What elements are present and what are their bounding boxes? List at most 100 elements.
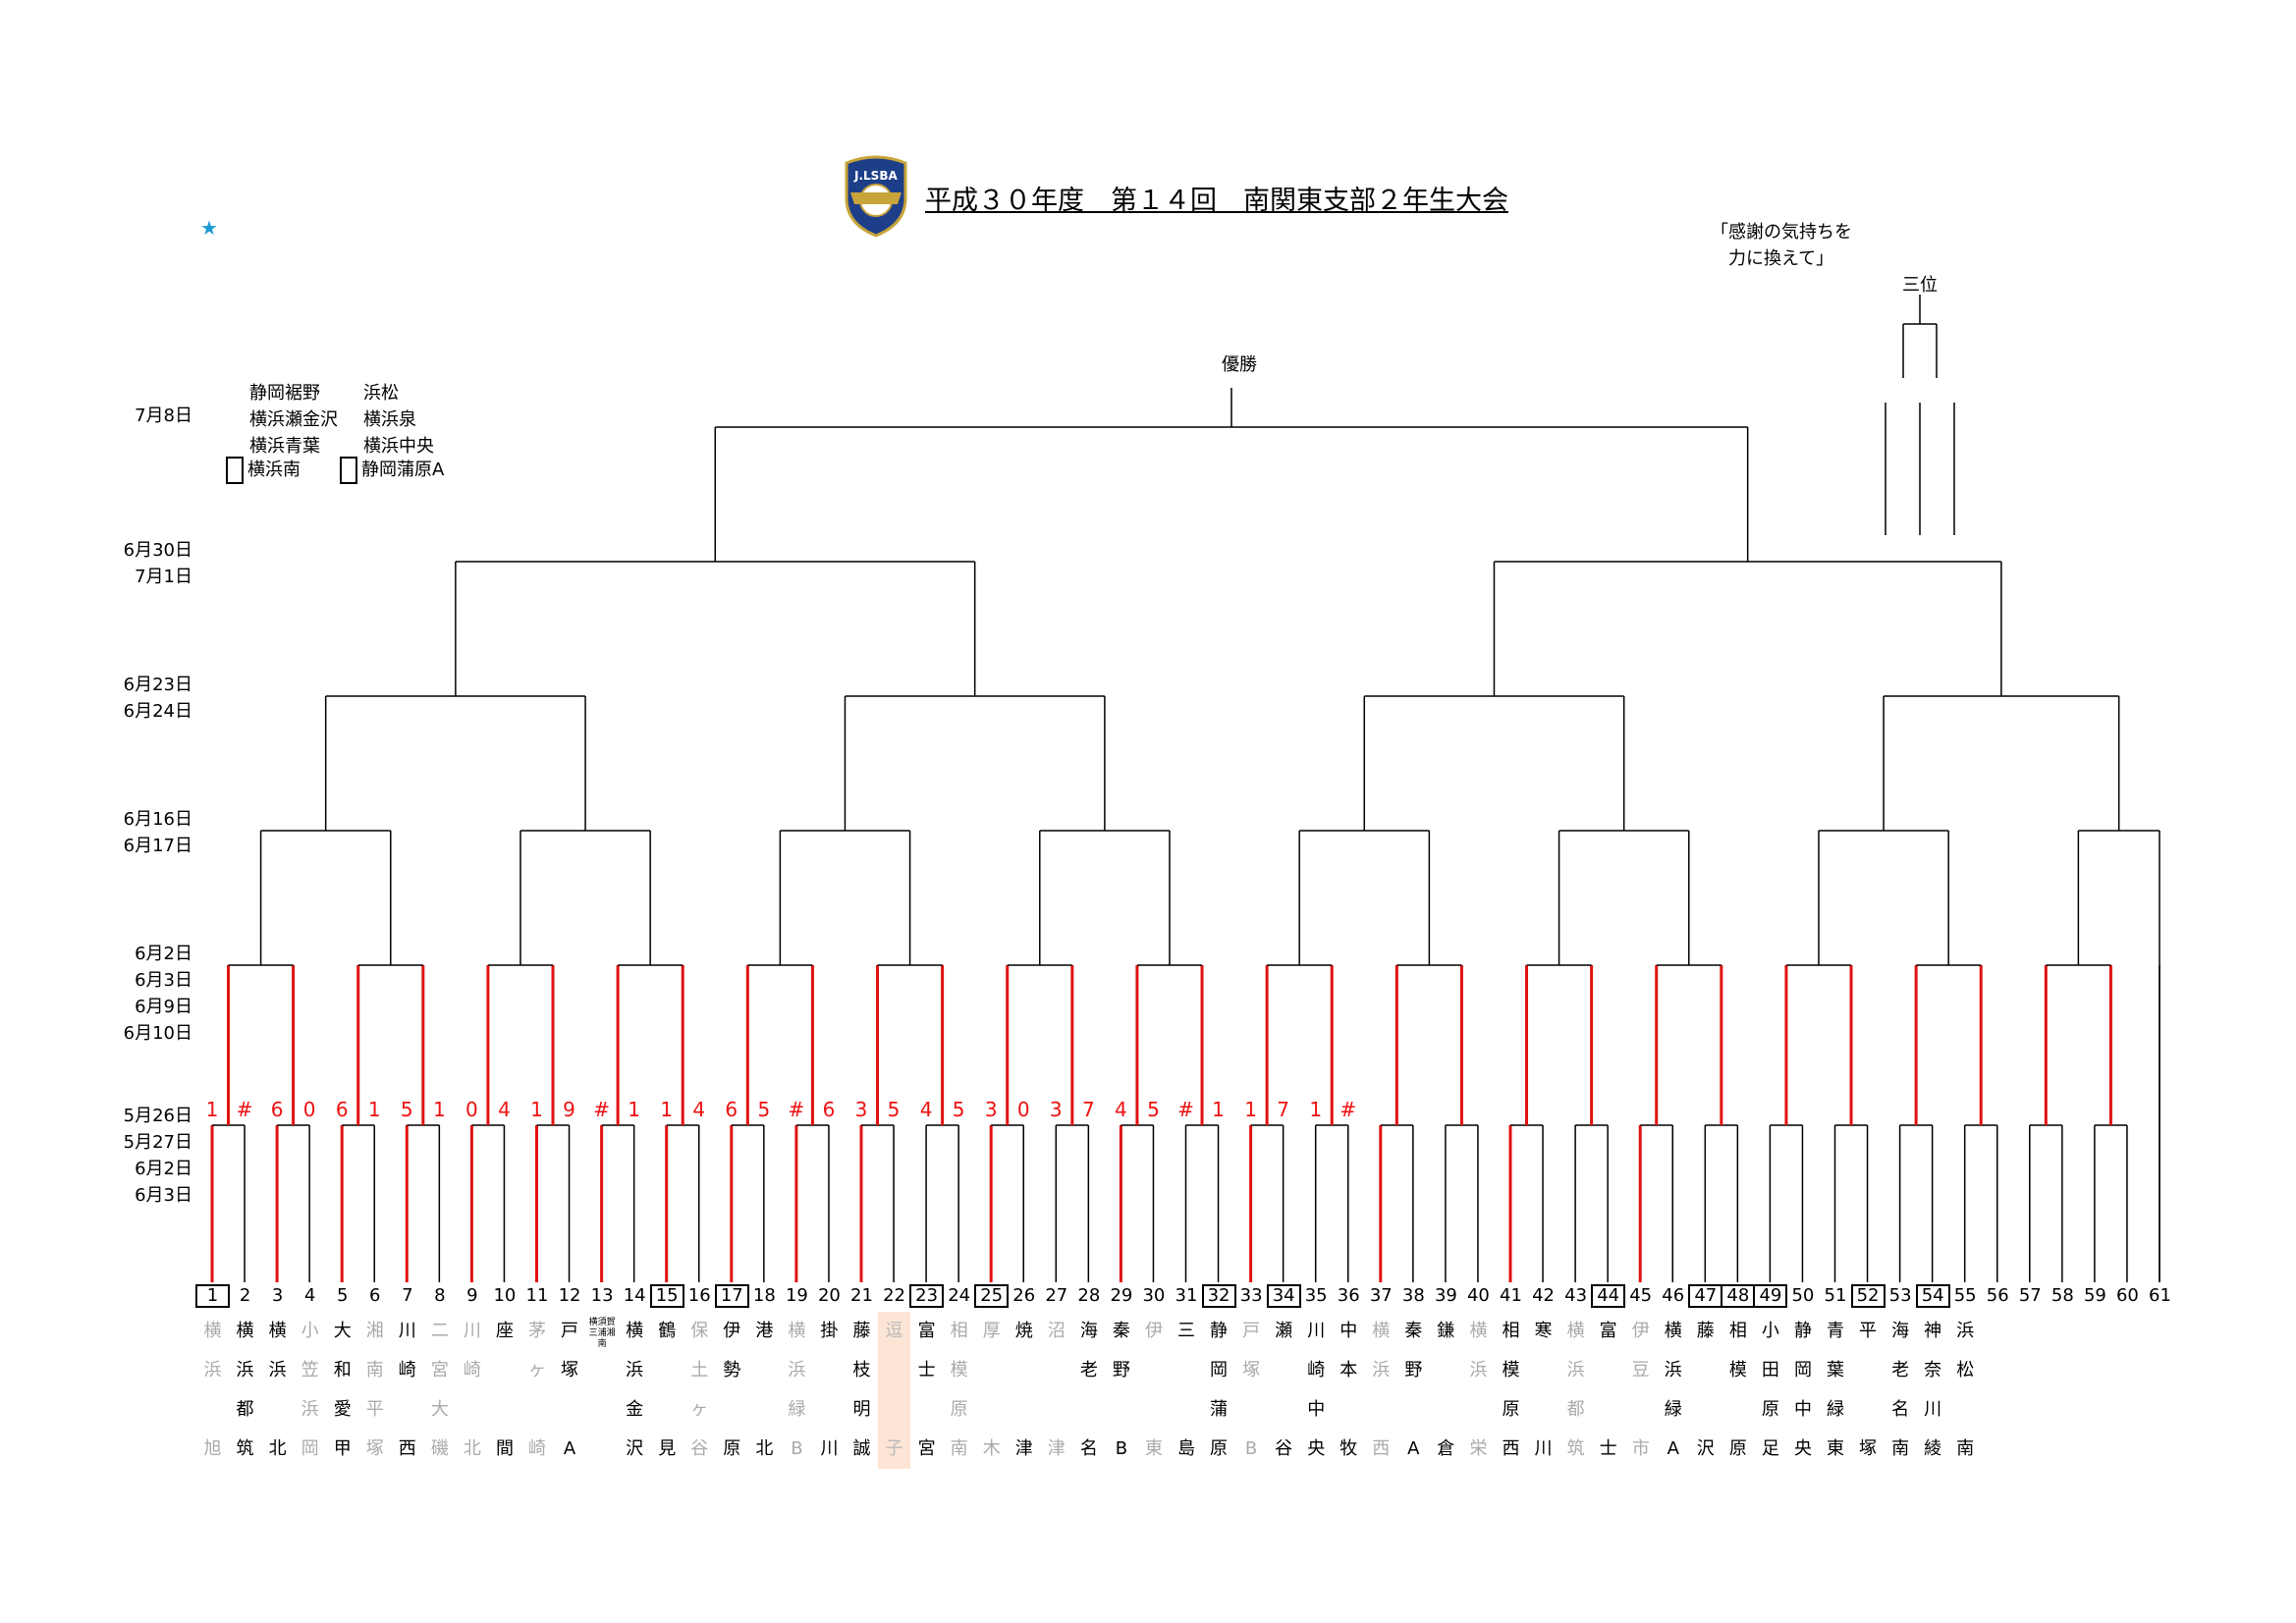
entry-number: 3 bbox=[271, 1285, 284, 1306]
date-line: 7月1日 bbox=[135, 567, 192, 587]
team-name: 港北 bbox=[755, 1321, 774, 1459]
team-name: 富士 bbox=[1599, 1321, 1617, 1459]
legend-box bbox=[340, 457, 357, 484]
entry-number: 12 bbox=[558, 1285, 581, 1306]
logo-text: J.LSBA bbox=[854, 169, 898, 183]
entry-number: 35 bbox=[1304, 1285, 1328, 1306]
date-line: 6月3日 bbox=[135, 970, 192, 991]
score-label: 5 bbox=[757, 1098, 771, 1121]
entry-number: 52 bbox=[1850, 1284, 1886, 1308]
team-name: 浜松南 bbox=[1956, 1321, 1975, 1459]
team-name: 相模原西 bbox=[1502, 1321, 1520, 1459]
date-line: 6月17日 bbox=[123, 836, 192, 856]
entry-number: 41 bbox=[1500, 1285, 1522, 1306]
entry-number: 45 bbox=[1629, 1285, 1653, 1306]
team-name: 小田原足 bbox=[1761, 1321, 1779, 1459]
entry-number: 34 bbox=[1266, 1284, 1301, 1308]
score-label: 3 bbox=[984, 1098, 998, 1121]
team-name bbox=[2111, 1312, 2144, 1430]
team-name: 横浜旭 bbox=[203, 1321, 222, 1459]
team-name: 逗子 bbox=[878, 1312, 911, 1469]
score-label: # bbox=[788, 1098, 805, 1121]
entry-number: 53 bbox=[1888, 1285, 1912, 1306]
score-label: # bbox=[593, 1098, 610, 1121]
team-name: 海老名 bbox=[1079, 1321, 1098, 1459]
team-name: 海老名南 bbox=[1891, 1321, 1910, 1459]
entry-number: 50 bbox=[1791, 1285, 1815, 1306]
team-name: 伊勢原 bbox=[723, 1321, 741, 1459]
score-label: 6 bbox=[270, 1098, 284, 1121]
entry-number: 22 bbox=[883, 1285, 905, 1306]
entry-number: 56 bbox=[1986, 1285, 2009, 1306]
legend-col2-item: 浜松 bbox=[363, 383, 399, 404]
entry-number: 5 bbox=[336, 1285, 349, 1306]
legend-box bbox=[226, 457, 244, 484]
slogan-line-1: 「感謝の気持ちを bbox=[1711, 222, 1852, 243]
score-label: 1 bbox=[530, 1098, 543, 1121]
score-label: 4 bbox=[1115, 1098, 1127, 1121]
date-semifinal: 6月30日 7月1日 bbox=[75, 537, 192, 590]
entry-number: 20 bbox=[817, 1285, 841, 1306]
entry-number: 30 bbox=[1142, 1285, 1166, 1306]
entry-number: 58 bbox=[2050, 1285, 2074, 1306]
score-label: 1 bbox=[1244, 1098, 1257, 1121]
entry-number: 32 bbox=[1201, 1284, 1236, 1308]
score-label: 5 bbox=[952, 1098, 965, 1121]
legend-col2-item: 横浜泉 bbox=[363, 409, 416, 430]
entry-number: 1 bbox=[195, 1284, 230, 1308]
team-name: 藤枝明誠 bbox=[852, 1321, 871, 1459]
team-name bbox=[2144, 1312, 2176, 1430]
team-name: 横浜栄 bbox=[1469, 1321, 1488, 1459]
score-label: 4 bbox=[692, 1098, 706, 1121]
team-name: 川崎北 bbox=[463, 1321, 481, 1459]
entry-number: 57 bbox=[2018, 1285, 2042, 1306]
entry-number: 60 bbox=[2115, 1285, 2139, 1306]
team-name: 伊豆市 bbox=[1631, 1321, 1650, 1459]
team-name: 鶴見 bbox=[658, 1321, 677, 1459]
entry-number: 18 bbox=[752, 1285, 776, 1306]
team-name: 茅ヶ崎 bbox=[528, 1321, 546, 1459]
league-logo: J.LSBA bbox=[837, 155, 915, 238]
team-name bbox=[1982, 1312, 2014, 1430]
entry-number: 11 bbox=[525, 1285, 549, 1306]
legend-col1-item: 静岡裾野 bbox=[249, 383, 320, 404]
team-name: 平塚 bbox=[1859, 1321, 1878, 1459]
date-line: 5月27日 bbox=[123, 1132, 192, 1153]
score-label: 1 bbox=[367, 1098, 381, 1121]
date-line: 6月30日 bbox=[123, 540, 192, 561]
score-label: 5 bbox=[1147, 1098, 1160, 1121]
date-line: 6月3日 bbox=[135, 1185, 192, 1206]
score-label: 6 bbox=[822, 1098, 836, 1121]
score-label: 0 bbox=[1016, 1098, 1030, 1121]
entry-number: 19 bbox=[785, 1285, 808, 1306]
entry-number: 16 bbox=[687, 1285, 711, 1306]
entry-number: 37 bbox=[1369, 1285, 1393, 1306]
entry-number: 31 bbox=[1175, 1285, 1198, 1306]
team-name: 青葉緑東 bbox=[1827, 1321, 1844, 1459]
slogan-line-2: 力に換えて」 bbox=[1711, 248, 1834, 269]
entry-number: 6 bbox=[369, 1285, 381, 1306]
score-label: 7 bbox=[1277, 1098, 1289, 1121]
entry-number: 44 bbox=[1591, 1284, 1626, 1308]
legend-col1-item: 横浜南 bbox=[226, 456, 301, 484]
entry-number: 36 bbox=[1337, 1285, 1360, 1306]
team-name: 焼津 bbox=[1014, 1321, 1033, 1459]
score-label: 1 bbox=[205, 1098, 219, 1121]
team-name: 鎌倉 bbox=[1437, 1321, 1455, 1459]
team-name: 横須賀三浦湘南 bbox=[588, 1318, 616, 1349]
score-label: 6 bbox=[335, 1098, 349, 1121]
entry-number: 38 bbox=[1401, 1285, 1425, 1306]
team-name: 厚木 bbox=[982, 1321, 1001, 1459]
entry-number: 33 bbox=[1239, 1285, 1263, 1306]
date-line: 6月2日 bbox=[135, 1159, 192, 1179]
date-final: 7月8日 bbox=[75, 403, 192, 429]
score-label: 4 bbox=[498, 1098, 511, 1121]
entry-number: 25 bbox=[974, 1284, 1010, 1308]
score-label: 5 bbox=[887, 1098, 901, 1121]
score-label: # bbox=[236, 1098, 253, 1121]
team-name: 保土ヶ谷 bbox=[690, 1321, 709, 1459]
